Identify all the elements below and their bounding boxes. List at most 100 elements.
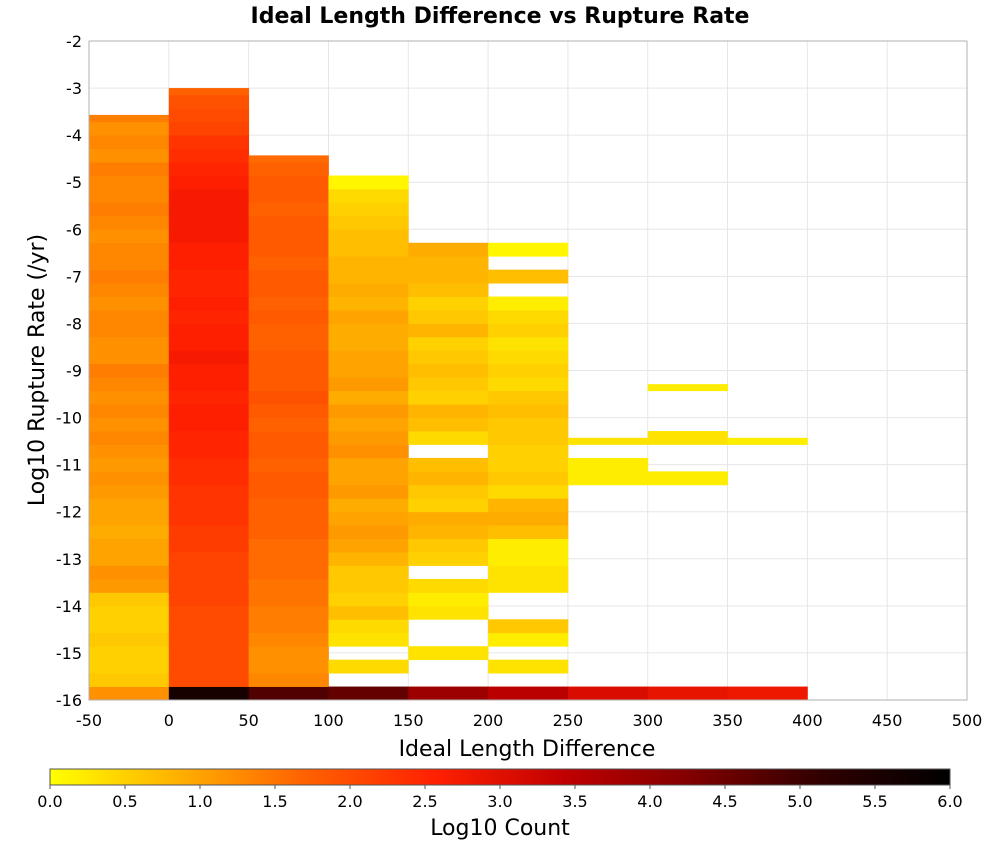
heatmap-cell xyxy=(89,323,170,338)
heatmap-cell xyxy=(89,404,170,418)
heatmap-cell xyxy=(89,646,170,661)
heatmap-cell xyxy=(248,484,329,499)
colorbar-tick-label: 0.0 xyxy=(37,792,62,811)
heatmap-cell xyxy=(328,471,409,486)
y-tick-label: -3 xyxy=(66,79,82,98)
heatmap-cell xyxy=(488,538,569,553)
heatmap-cell xyxy=(647,471,728,486)
y-tick-label: -9 xyxy=(66,362,82,381)
heatmap-cell xyxy=(89,283,170,297)
heatmap-cell xyxy=(328,323,409,338)
heatmap-cell xyxy=(89,148,170,163)
heatmap-cell xyxy=(488,269,569,284)
heatmap-cell xyxy=(168,108,250,123)
heatmap-cell xyxy=(408,471,489,486)
heatmap-cell xyxy=(89,592,170,607)
heatmap-cell xyxy=(89,538,170,553)
heatmap-cell xyxy=(647,384,728,392)
heatmap-cell xyxy=(89,498,170,513)
heatmap-cell xyxy=(328,202,409,217)
heatmap-cell xyxy=(168,552,250,566)
x-tick-label: 200 xyxy=(473,711,504,730)
heatmap-cell xyxy=(248,592,329,607)
y-tick-label: -8 xyxy=(66,314,82,333)
heatmap-cell xyxy=(89,242,170,257)
heatmap-cell xyxy=(328,498,409,513)
y-tick-label: -4 xyxy=(66,126,82,145)
heatmap-cell xyxy=(408,552,489,566)
heatmap-cell xyxy=(248,336,329,351)
heatmap-cell xyxy=(248,363,329,378)
heatmap-cell xyxy=(248,323,329,338)
heatmap-cell xyxy=(408,404,489,418)
heatmap-cell xyxy=(488,323,569,338)
x-tick-label: 450 xyxy=(872,711,903,730)
heatmap-cell xyxy=(248,646,329,661)
heatmap-cell xyxy=(488,431,569,445)
heatmap-cell xyxy=(488,498,569,513)
y-tick-label: -12 xyxy=(56,503,82,522)
heatmap-cell xyxy=(488,619,569,634)
heatmap-cell xyxy=(89,673,170,687)
heatmap-cell xyxy=(89,484,170,499)
heatmap-cell xyxy=(168,175,250,190)
heatmap-cell xyxy=(168,296,250,311)
heatmap-cell xyxy=(168,377,250,392)
heatmap-cell xyxy=(168,94,250,109)
heatmap-cell xyxy=(168,283,250,297)
heatmap-cell xyxy=(328,431,409,445)
heatmap-cell xyxy=(168,471,250,486)
heatmap-cell xyxy=(328,417,409,432)
heatmap-cell xyxy=(328,390,409,405)
heatmap-cell xyxy=(168,565,250,580)
heatmap-cell xyxy=(328,175,409,190)
heatmap-cell xyxy=(168,215,250,230)
heatmap-cell xyxy=(488,565,569,580)
heatmap-cell xyxy=(168,659,250,674)
heatmap-cell xyxy=(168,511,250,526)
heatmap-cell xyxy=(89,188,170,203)
y-tick-label: -6 xyxy=(66,220,82,239)
heatmap-cell xyxy=(89,578,170,593)
heatmap-cell xyxy=(408,686,489,701)
heatmap-cell xyxy=(408,377,489,392)
y-tick-label: -2 xyxy=(66,32,82,51)
y-tick-label: -11 xyxy=(56,456,82,475)
heatmap-cell xyxy=(89,390,170,405)
heatmap-cell xyxy=(408,350,489,365)
heatmap-cell xyxy=(328,363,409,378)
heatmap-cell xyxy=(89,686,170,701)
heatmap-cell xyxy=(168,242,250,257)
y-tick-label: -14 xyxy=(56,597,82,616)
heatmap-cell xyxy=(488,242,569,257)
heatmap-cell xyxy=(248,565,329,580)
heatmap-cell xyxy=(408,592,489,607)
heatmap-cell xyxy=(408,498,489,513)
heatmap-cell xyxy=(168,498,250,513)
y-axis-label: Log10 Rupture Rate (/yr) xyxy=(25,234,50,506)
y-tick-label: -16 xyxy=(56,691,82,710)
heatmap-cell xyxy=(168,202,250,217)
heatmap-cell xyxy=(328,377,409,392)
heatmap-cell xyxy=(248,632,329,647)
heatmap-cell xyxy=(89,336,170,351)
heatmap-cell xyxy=(89,215,170,230)
heatmap-cell xyxy=(248,188,329,203)
heatmap-cell xyxy=(248,155,329,163)
heatmap-cell xyxy=(168,484,250,499)
heatmap-cell xyxy=(567,471,649,486)
heatmap-cell xyxy=(328,309,409,324)
heatmap-cell xyxy=(647,686,728,701)
heatmap-cell xyxy=(168,269,250,284)
heatmap-cell xyxy=(328,229,409,244)
heatmap-cell xyxy=(168,363,250,378)
heatmap-cell xyxy=(89,363,170,378)
heatmap-cell xyxy=(89,552,170,566)
heatmap-cell xyxy=(488,309,569,324)
heatmap-cell xyxy=(328,686,409,701)
heatmap-cell xyxy=(248,619,329,634)
heatmap-cell xyxy=(488,377,569,392)
heatmap-cell xyxy=(248,525,329,540)
heatmap-cell xyxy=(168,686,250,701)
heatmap-cell xyxy=(328,350,409,365)
